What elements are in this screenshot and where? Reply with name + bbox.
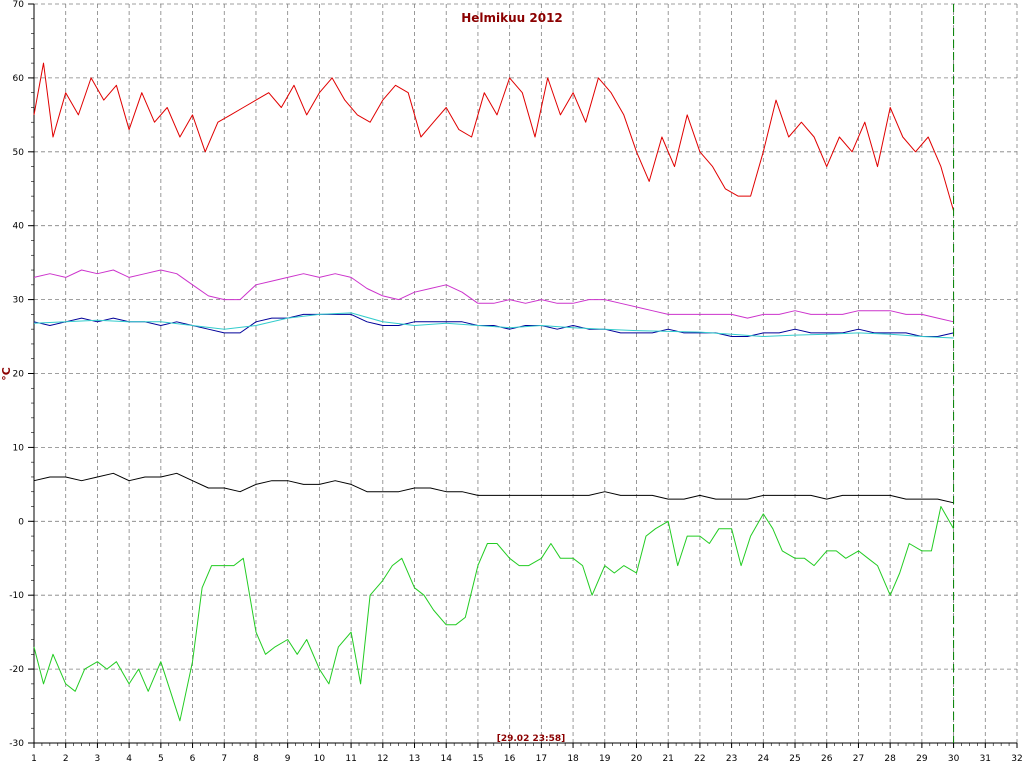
x-tick-label: 25 [789, 754, 800, 764]
series-line-1 [33, 62, 955, 212]
x-tick-label: 18 [567, 754, 579, 764]
chart-title: Helmikuu 2012 [461, 11, 563, 25]
y-tick-label: 0 [18, 517, 24, 527]
grid [33, 3, 1018, 744]
x-tick-label: 19 [599, 754, 611, 764]
x-tick-label: 15 [472, 754, 483, 764]
x-tick-label: 8 [253, 754, 259, 764]
x-tick-label: 9 [285, 754, 291, 764]
x-tick-label: 29 [916, 754, 928, 764]
x-tick-label: 26 [821, 754, 833, 764]
x-tick-label: 17 [536, 754, 547, 764]
x-tick-label: 4 [126, 754, 132, 764]
x-tick-label: 27 [853, 754, 864, 764]
x-tick-label: 16 [504, 754, 516, 764]
x-tick-label: 3 [95, 754, 101, 764]
y-tick-label: 10 [13, 443, 25, 453]
y-axis-label: °C [0, 367, 13, 381]
x-tick-label: 14 [440, 754, 452, 764]
x-tick-label: 24 [758, 754, 770, 764]
series-line-5 [33, 472, 954, 504]
y-tick-label: 50 [13, 148, 25, 158]
x-tick-label: 31 [980, 754, 991, 764]
x-tick-label: 30 [948, 754, 960, 764]
y-tick-label: 40 [13, 222, 25, 232]
x-tick-label: 7 [221, 754, 227, 764]
x-tick-label: 2 [63, 754, 69, 764]
x-tick-label: 13 [409, 754, 420, 764]
series-line-2 [33, 269, 954, 323]
minor-ticks [31, 3, 1018, 746]
cursor-timestamp: [29.02 23:58] [497, 734, 565, 744]
y-tick-label: 30 [13, 296, 25, 306]
y-tick-label: 20 [13, 370, 25, 380]
x-tick-label: 28 [884, 754, 896, 764]
x-tick-label: 6 [190, 754, 196, 764]
x-tick-label: 10 [314, 754, 326, 764]
x-tick-label: 12 [377, 754, 388, 764]
y-tick-label: -20 [9, 665, 24, 675]
series-line-4 [33, 312, 954, 339]
x-tick-label: 20 [631, 754, 643, 764]
x-tick-label: 23 [726, 754, 737, 764]
y-tick-labels: -30 -20 -10 0 10 20 30 40 50 60 70 [9, 0, 24, 749]
y-tick-label: -10 [9, 591, 24, 601]
x-tick-label: 1 [31, 754, 37, 764]
series-line-3 [33, 313, 954, 337]
y-tick-label: 70 [13, 0, 25, 10]
series-lines [33, 62, 955, 722]
series-line-6 [33, 506, 955, 722]
x-tick-labels: 1 2 3 4 5 6 7 8 9 10 11 12 13 14 15 16 17 18 19 20 21 22 23 24 2… [31, 754, 1023, 764]
y-tick-label: 60 [13, 74, 25, 84]
x-tick-label: 11 [345, 754, 356, 764]
x-tick-label: 5 [158, 754, 164, 764]
y-tick-label: -30 [9, 739, 24, 749]
x-tick-label: 22 [694, 754, 705, 764]
x-tick-label: 21 [662, 754, 673, 764]
x-tick-label: 32 [1011, 754, 1022, 764]
